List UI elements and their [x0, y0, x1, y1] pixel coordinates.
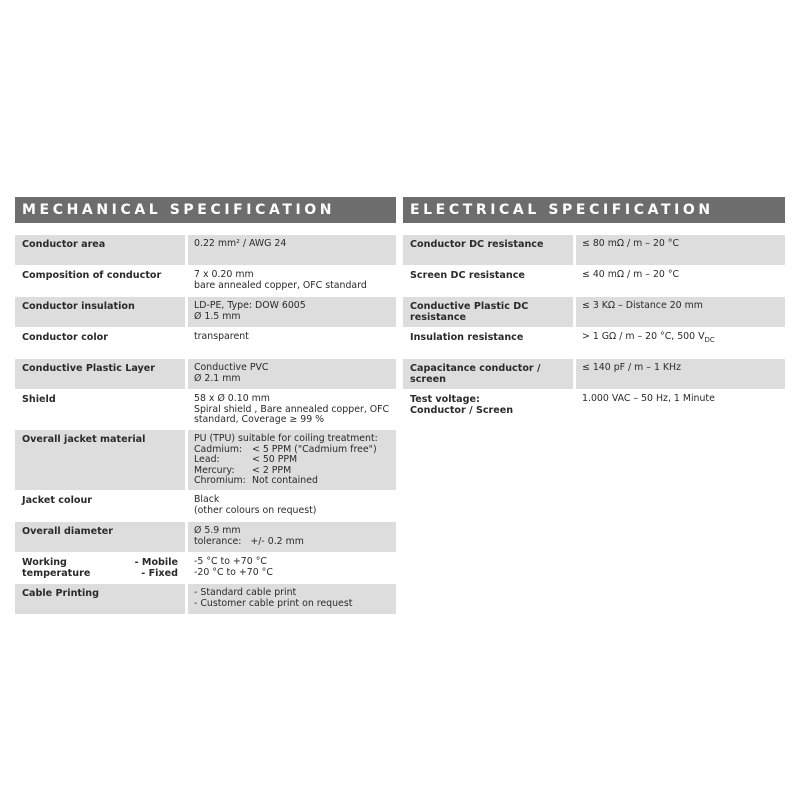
- value-line: -5 °C to +70 °C: [194, 556, 267, 567]
- value-subscript: DC: [704, 335, 715, 344]
- sublabel: - Mobile: [134, 557, 178, 568]
- table-row: Working temperature - Mobile - Fixed -5 °…: [15, 553, 396, 584]
- value-line: (other colours on request): [194, 504, 317, 516]
- row-value: LD-PE, Type: DOW 6005 Ø 1.5 mm: [188, 297, 396, 327]
- value-line: LD-PE, Type: DOW 6005: [194, 300, 306, 311]
- value-line: PU (TPU) suitable for coiling treatment:: [194, 433, 378, 444]
- row-value: ≤ 3 KΩ – Distance 20 mm: [576, 297, 785, 327]
- row-label: Capacitance conductor / screen: [403, 359, 573, 389]
- table-row: Overall jacket material PU (TPU) suitabl…: [15, 430, 396, 491]
- value-pair: Mercury: < 2 PPM: [194, 464, 390, 477]
- row-value: PU (TPU) suitable for coiling treatment:…: [188, 430, 396, 490]
- row-value: Black (other colours on request): [188, 491, 396, 521]
- table-row: Conductor area 0.22 mm² / AWG 24: [15, 235, 396, 266]
- value-line: -20 °C to +70 °C: [194, 566, 273, 578]
- table-row: Shield 58 x Ø 0.10 mm Spiral shield , Bar…: [15, 390, 396, 430]
- value-pair: Cadmium: < 5 PPM ("Cadmium free"): [194, 443, 390, 456]
- table-row: Conductor color transparent: [15, 328, 396, 359]
- table-row: Capacitance conductor / screen ≤ 140 pF …: [403, 359, 785, 390]
- pair-value: Not contained: [252, 475, 318, 486]
- row-label: Conductive Plastic DC resistance: [403, 297, 573, 327]
- row-label: Conductor color: [22, 332, 108, 343]
- value-line: Ø 2.1 mm: [194, 372, 241, 384]
- row-value: ≤ 40 mΩ / m – 20 °C: [582, 269, 680, 280]
- value-pair: Lead: < 50 PPM: [194, 454, 390, 466]
- row-value: Conductive PVC Ø 2.1 mm: [188, 359, 396, 389]
- pair-key: Chromium:: [194, 475, 246, 486]
- value-line: tolerance: +/- 0.2 mm: [194, 535, 304, 547]
- row-value: -5 °C to +70 °C -20 °C to +70 °C: [188, 553, 396, 583]
- sublabel: - Fixed: [141, 568, 178, 579]
- value-line: transparent: [194, 331, 249, 342]
- row-value: 58 x Ø 0.10 mm Spiral shield , Bare annea…: [188, 390, 396, 429]
- value-text: > 1 GΩ / m – 20 °C, 500 V: [582, 331, 705, 342]
- row-value: ≤ 80 mΩ / m – 20 °C: [576, 235, 785, 265]
- value-line: Conductive PVC: [194, 362, 269, 373]
- table-row: Conductive Plastic DC resistance ≤ 3 KΩ …: [403, 297, 785, 328]
- row-value: - Standard cable print - Customer cable p…: [188, 584, 396, 614]
- row-value: transparent: [188, 328, 396, 358]
- value-line: bare annealed copper, OFC standard: [194, 279, 367, 291]
- label-line: Test voltage:: [410, 394, 480, 405]
- pair-key: Mercury:: [194, 464, 235, 476]
- row-value: 0.22 mm² / AWG 24: [188, 235, 396, 265]
- value-line: Ø 5.9 mm: [194, 525, 241, 536]
- table-row: Screen DC resistance ≤ 40 mΩ / m – 20 °C: [403, 266, 785, 297]
- label-line: Conductor / Screen: [410, 405, 514, 416]
- row-label: Insulation resistance: [410, 332, 524, 343]
- value-line: Spiral shield , Bare annealed copper, OF…: [194, 403, 390, 415]
- row-value: 7 x 0.20 mm bare annealed copper, OFC sta…: [188, 266, 396, 296]
- row-label: Conductor insulation: [15, 297, 185, 327]
- value-line: Ø 1.5 mm: [194, 310, 241, 322]
- table-row: Overall diameter Ø 5.9 mm tolerance: +/- …: [15, 522, 396, 553]
- value-line: 0.22 mm² / AWG 24: [194, 238, 287, 249]
- row-label: Conductive Plastic Layer: [15, 359, 185, 389]
- row-label: Cable Printing: [15, 584, 185, 614]
- row-label: Shield: [22, 394, 56, 405]
- row-label: Screen DC resistance: [410, 270, 525, 281]
- row-value: Ø 5.9 mm tolerance: +/- 0.2 mm: [188, 522, 396, 552]
- pair-key: Lead:: [194, 454, 220, 465]
- pair-value: < 50 PPM: [252, 454, 298, 465]
- table-row: Jacket colour Black (other colours on req…: [15, 491, 396, 522]
- row-value: ≤ 140 pF / m – 1 KHz: [576, 359, 785, 389]
- pair-value: < 2 PPM: [252, 464, 292, 476]
- pair-value: < 5 PPM ("Cadmium free"): [252, 443, 377, 455]
- row-value: > 1 GΩ / m – 20 °C, 500 VDC: [576, 328, 785, 358]
- row-value: 1.000 VAC – 50 Hz, 1 Minute: [582, 393, 715, 404]
- table-row: Conductive Plastic Layer Conductive PVC Ø…: [15, 359, 396, 390]
- table-row: Insulation resistance > 1 GΩ / m – 20 °C…: [403, 328, 785, 359]
- mechanical-specification: MECHANICAL SPECIFICATION Conductor area …: [15, 197, 396, 615]
- row-label: Conductor DC resistance: [403, 235, 573, 265]
- pair-key: Cadmium:: [194, 443, 243, 455]
- row-label: Overall diameter: [15, 522, 185, 552]
- table-row: Conductor insulation LD-PE, Type: DOW 60…: [15, 297, 396, 328]
- table-row: Conductor DC resistance ≤ 80 mΩ / m – 20…: [403, 235, 785, 266]
- section-title: ELECTRICAL SPECIFICATION: [403, 197, 785, 223]
- value-line: standard, Coverage ≥ 99 %: [194, 414, 325, 425]
- value-line: - Customer cable print on request: [194, 597, 353, 609]
- row-label: Jacket colour: [22, 495, 93, 506]
- value-line: - Standard cable print: [194, 587, 297, 598]
- value-line: Black: [194, 494, 220, 505]
- section-title: MECHANICAL SPECIFICATION: [15, 197, 396, 223]
- table-row: Composition of conductor 7 x 0.20 mm bare…: [15, 266, 396, 297]
- value-pair: Chromium: Not contained: [194, 475, 390, 487]
- table-row: Test voltage: Conductor / Screen 1.000 VA…: [403, 390, 785, 421]
- value-line: 7 x 0.20 mm: [194, 269, 254, 280]
- electrical-specification: ELECTRICAL SPECIFICATION Conductor DC re…: [403, 197, 785, 421]
- table-row: Cable Printing - Standard cable print - C…: [15, 584, 396, 615]
- label-text: Working temperature: [22, 557, 91, 579]
- row-label: Overall jacket material: [15, 430, 185, 490]
- row-label: Conductor area: [15, 235, 185, 265]
- row-label: Composition of conductor: [22, 270, 162, 281]
- row-label: Working temperature - Mobile - Fixed: [15, 553, 185, 583]
- row-label: Test voltage: Conductor / Screen: [403, 390, 573, 420]
- value-line: 58 x Ø 0.10 mm: [194, 393, 270, 404]
